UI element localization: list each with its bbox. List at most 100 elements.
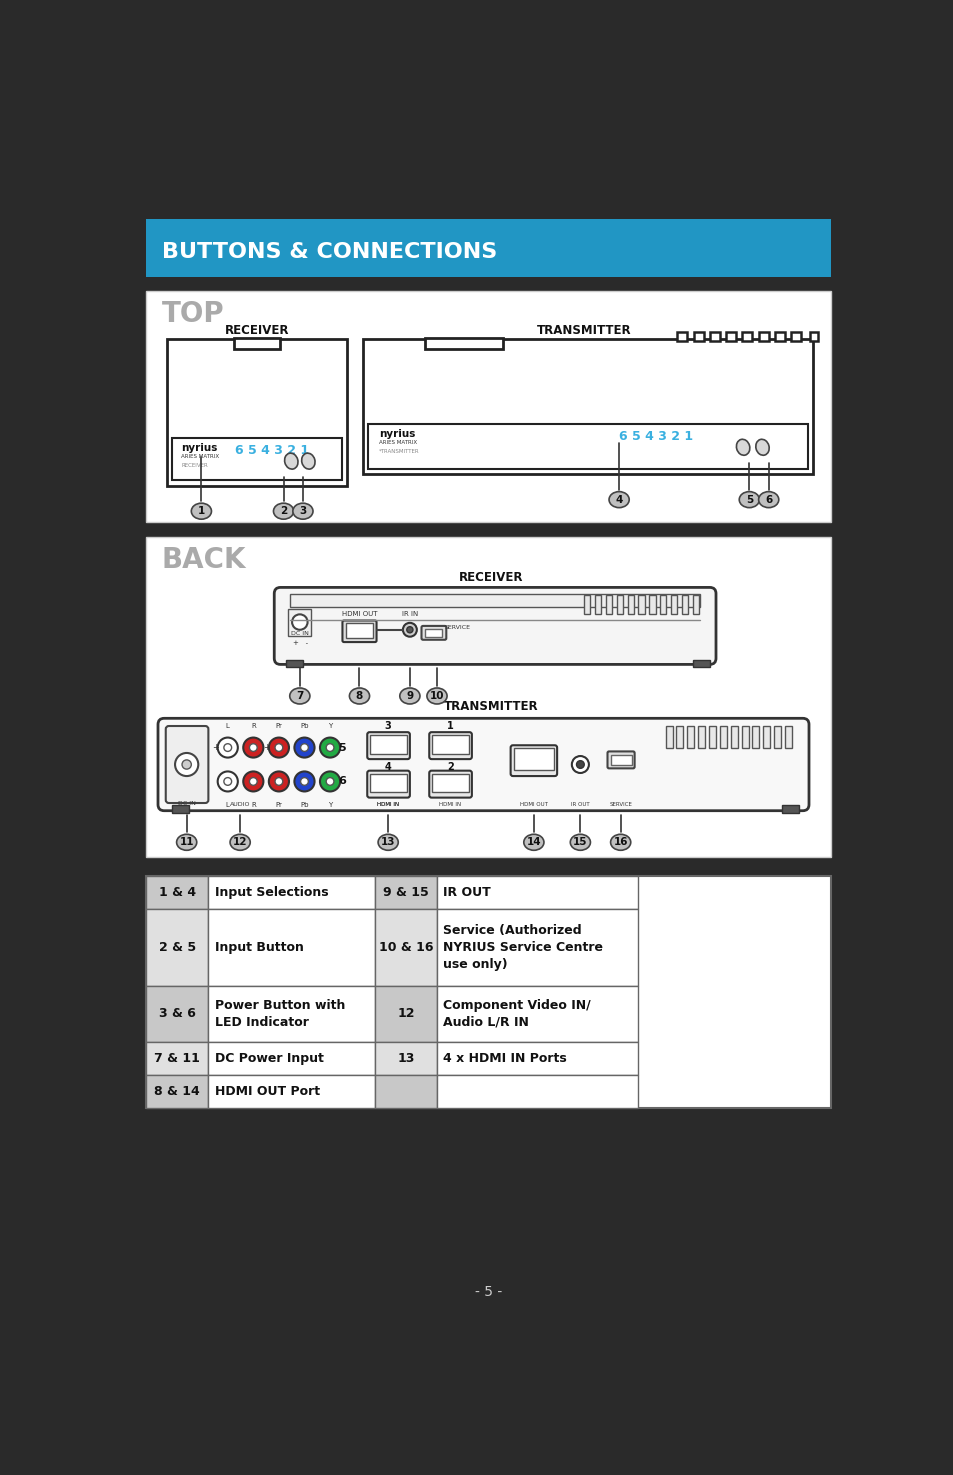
Text: 13: 13 [396,1052,415,1065]
Text: 4: 4 [384,761,391,771]
Bar [432,774,468,792]
Circle shape [576,761,583,768]
FancyBboxPatch shape [367,770,410,798]
Text: 14: 14 [526,838,540,847]
Ellipse shape [290,687,310,704]
Bar [627,594,633,615]
Bar [370,774,406,792]
Text: IR IN: IR IN [401,611,417,617]
Text: BACK: BACK [162,546,246,574]
Bar [670,594,677,615]
Bar [740,726,748,748]
Circle shape [319,771,340,792]
Bar [146,291,831,522]
Bar [425,338,502,350]
Text: Pb: Pb [300,801,309,807]
Bar [790,332,801,341]
Circle shape [243,771,263,792]
Text: L: L [226,801,230,807]
Ellipse shape [523,835,543,850]
Circle shape [571,757,588,773]
Text: 5: 5 [745,494,752,504]
Bar [692,594,699,615]
Bar [167,339,347,485]
Text: 8: 8 [355,690,363,701]
Ellipse shape [427,687,447,704]
Text: 12: 12 [396,1007,415,1021]
Bar [146,1041,208,1075]
Text: 6 5 4 3 2 1: 6 5 4 3 2 1 [618,431,693,442]
Bar [290,593,700,608]
Text: AUDIO: AUDIO [230,802,250,807]
Text: +   -: + - [293,640,308,646]
Text: IR OUT: IR OUT [443,886,491,900]
Bar [692,659,709,668]
Bar [208,987,375,1041]
Bar [432,735,468,754]
Ellipse shape [192,503,212,519]
Text: 9 & 15: 9 & 15 [383,886,429,900]
Text: 5: 5 [338,742,346,752]
Circle shape [269,738,289,758]
Bar [375,876,436,909]
Text: 4 x HDMI IN Ports: 4 x HDMI IN Ports [443,1052,566,1065]
Bar [809,332,817,341]
Bar [363,339,812,475]
Bar [146,537,831,857]
Ellipse shape [610,835,630,850]
Bar [436,1075,638,1108]
Bar [583,594,590,615]
Bar [720,726,726,748]
Text: Input Button: Input Button [214,941,303,954]
Text: SERVICE: SERVICE [609,802,632,807]
FancyBboxPatch shape [274,587,716,664]
Bar [758,332,768,341]
Bar [708,726,716,748]
Text: Pr: Pr [275,723,282,729]
Text: +: + [263,743,270,752]
Text: RECEIVER: RECEIVER [181,463,208,468]
Bar [436,1041,638,1075]
Bar [345,622,373,639]
Ellipse shape [349,687,369,704]
Text: IR OUT: IR OUT [571,802,589,807]
Text: Input Selections: Input Selections [214,886,328,900]
Text: 15: 15 [573,838,587,847]
Bar [146,220,831,277]
Text: TOP: TOP [162,299,224,327]
Bar [208,1075,375,1108]
Bar [375,987,436,1041]
Ellipse shape [739,491,759,507]
FancyBboxPatch shape [510,745,557,776]
Text: HDMI IN: HDMI IN [376,802,398,807]
Bar [425,628,442,637]
Text: R: R [251,723,255,729]
Text: RECEIVER: RECEIVER [458,571,523,584]
Text: nyrius: nyrius [378,429,415,440]
Bar [681,594,687,615]
Ellipse shape [608,491,629,507]
Bar [146,909,208,987]
Text: 3 & 6: 3 & 6 [159,1007,195,1021]
Bar [208,1041,375,1075]
Text: HDMI IN: HDMI IN [376,802,398,807]
Bar [436,909,638,987]
Bar [288,609,311,636]
Bar [677,332,686,341]
FancyBboxPatch shape [429,732,472,760]
Ellipse shape [176,835,196,850]
Text: BUTTONS & CONNECTIONS: BUTTONS & CONNECTIONS [162,242,497,261]
Bar [172,805,189,813]
Text: HDMI OUT: HDMI OUT [341,611,376,617]
Bar [638,594,644,615]
Text: DC IN: DC IN [177,801,195,805]
Bar [725,332,736,341]
Circle shape [300,777,308,785]
Text: HDMI OUT Port: HDMI OUT Port [214,1086,319,1097]
Text: Y: Y [328,723,332,729]
Text: 10 & 16: 10 & 16 [378,941,433,954]
Text: 1 & 4: 1 & 4 [158,886,195,900]
Text: 2: 2 [279,506,287,516]
Text: Service (Authorized
NYRIUS Service Centre
use only): Service (Authorized NYRIUS Service Centr… [443,925,602,971]
FancyBboxPatch shape [429,770,472,798]
